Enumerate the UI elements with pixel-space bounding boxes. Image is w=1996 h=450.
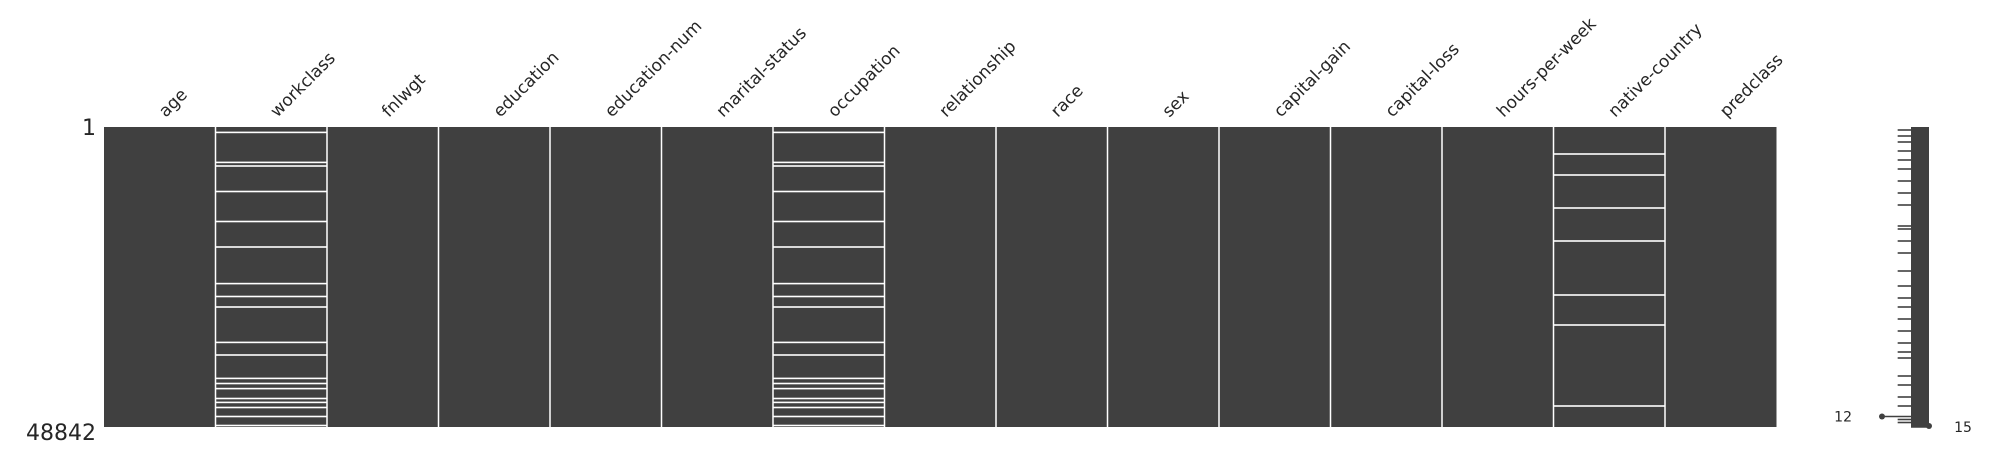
column-labels: age workclass fnlwgt education education-num… [155, 14, 1787, 122]
row-label-first: 1 [82, 116, 96, 141]
matrix-column-native-country [1553, 127, 1665, 427]
missing-mark-native-country-3 [1553, 240, 1665, 242]
missing-mark-workclass-12 [215, 382, 327, 385]
matrix-column-relationship [884, 127, 996, 427]
column-label-education-num: education-num [601, 16, 706, 121]
matrix-column-workclass [215, 127, 327, 427]
sparkline: 12 15 [1834, 127, 1972, 436]
matrix-column-age [104, 127, 216, 427]
missing-mark-native-country-4 [1553, 294, 1665, 296]
matrix-column-marital-status [661, 127, 773, 427]
column-label-hours-per-week: hours-per-week [1493, 14, 1601, 122]
missing-mark-occupation-16 [773, 406, 885, 409]
matrix-column-capital-gain [1219, 127, 1331, 427]
missing-mark-native-country-5 [1553, 324, 1665, 326]
column-label-workclass: workclass [267, 48, 340, 121]
sparkline-min-dot [1879, 413, 1885, 420]
missing-mark-occupation-10 [773, 354, 885, 356]
missing-mark-occupation-13 [773, 387, 885, 390]
missing-mark-workclass-1 [215, 161, 327, 164]
missing-mark-occupation-6 [773, 282, 885, 285]
missing-mark-workclass-0 [215, 131, 327, 134]
missing-mark-occupation-18 [773, 424, 885, 427]
missing-mark-workclass-8 [215, 306, 327, 308]
missing-mark-workclass-10 [215, 354, 327, 356]
sparkline-max-dot [1926, 423, 1932, 429]
matrix-column-sex [1107, 127, 1219, 427]
missing-mark-workclass-17 [215, 415, 327, 418]
column-label-relationship: relationship [936, 37, 1021, 122]
missing-mark-workclass-6 [215, 282, 327, 285]
row-label-last: 48842 [26, 421, 96, 446]
column-label-capital-loss: capital-loss [1382, 39, 1464, 121]
missing-mark-occupation-11 [773, 377, 885, 380]
missing-mark-workclass-14 [215, 397, 327, 400]
column-label-native-country: native-country [1605, 20, 1707, 122]
missing-mark-native-country-0 [1553, 153, 1665, 155]
matrix-column-predclass [1665, 127, 1777, 427]
missing-mark-workclass-2 [215, 165, 327, 167]
missing-mark-workclass-5 [215, 246, 327, 248]
missing-mark-native-country-1 [1553, 174, 1665, 176]
column-label-marital-status: marital-status [713, 23, 811, 121]
sparkline-max-label: 15 [1954, 420, 1972, 436]
missing-mark-workclass-4 [215, 220, 327, 223]
matrix-column-capital-loss [1330, 127, 1442, 427]
missing-mark-occupation-8 [773, 306, 885, 308]
missing-mark-workclass-16 [215, 406, 327, 409]
missing-mark-occupation-2 [773, 165, 885, 167]
row-axis: 1 48842 [26, 116, 96, 446]
missing-mark-native-country-2 [1553, 207, 1665, 209]
column-label-education: education [490, 48, 564, 122]
missing-mark-workclass-9 [215, 341, 327, 344]
matrix-body [104, 127, 1777, 427]
sparkline-full-band [1911, 127, 1929, 427]
missing-mark-occupation-1 [773, 161, 885, 164]
column-label-predclass: predclass [1716, 50, 1787, 121]
missing-mark-occupation-9 [773, 341, 885, 344]
matrix-column-occupation [773, 127, 885, 427]
missing-mark-workclass-18 [215, 424, 327, 427]
missing-mark-workclass-3 [215, 190, 327, 193]
matrix-column-fnlwgt [327, 127, 439, 427]
missing-mark-occupation-12 [773, 382, 885, 385]
missing-mark-occupation-0 [773, 131, 885, 134]
matrix-column-education-num [550, 127, 662, 427]
missing-mark-occupation-4 [773, 220, 885, 223]
column-label-sex: sex [1159, 87, 1194, 122]
sparkline-min-label: 12 [1834, 410, 1852, 426]
missing-mark-occupation-14 [773, 397, 885, 400]
missing-mark-occupation-7 [773, 295, 885, 298]
column-label-occupation: occupation [824, 41, 904, 121]
column-label-race: race [1047, 81, 1087, 121]
missing-mark-workclass-15 [215, 401, 327, 404]
missing-mark-workclass-13 [215, 387, 327, 390]
missing-mark-occupation-5 [773, 246, 885, 248]
missing-mark-native-country-6 [1553, 405, 1665, 407]
missing-mark-occupation-15 [773, 401, 885, 404]
matrix-column-race [996, 127, 1108, 427]
column-label-fnlwgt: fnlwgt [378, 70, 430, 122]
matrix-column-hours-per-week [1442, 127, 1554, 427]
missing-mark-workclass-7 [215, 295, 327, 298]
missing-mark-occupation-3 [773, 190, 885, 193]
column-label-capital-gain: capital-gain [1270, 37, 1355, 122]
column-label-age: age [155, 85, 192, 122]
matrix-column-education [438, 127, 550, 427]
missing-mark-occupation-17 [773, 415, 885, 418]
missing-mark-workclass-11 [215, 377, 327, 380]
